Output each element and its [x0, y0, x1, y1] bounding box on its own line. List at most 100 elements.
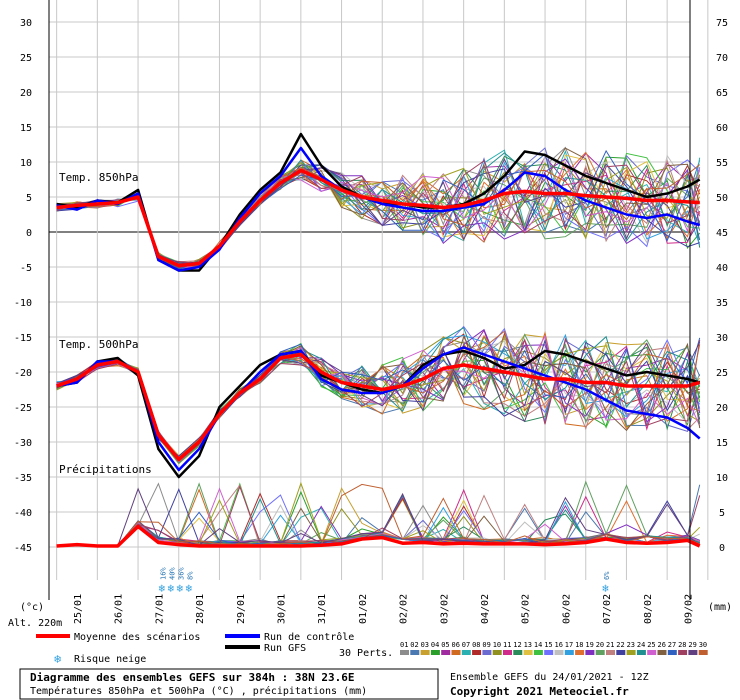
right-tick-label: 20: [716, 403, 728, 414]
right-tick-label: 55: [716, 158, 728, 169]
run-info: Ensemble GEFS du 24/01/2021 - 12Z: [450, 672, 649, 683]
pert-number: 10: [493, 641, 501, 649]
pert-color-swatch: [410, 650, 420, 655]
pert-color-swatch: [430, 650, 440, 655]
right-tick-label: 75: [716, 18, 728, 29]
pert-color-swatch: [482, 650, 492, 655]
left-tick-label: -40: [14, 508, 32, 519]
pert-color-swatch: [585, 650, 595, 655]
pert-number: 14: [534, 641, 542, 649]
x-tick-label: 07/02: [602, 594, 613, 624]
pert-number: 13: [524, 641, 532, 649]
pert-number: 15: [544, 641, 552, 649]
pert-number: 27: [668, 641, 676, 649]
pert-line-t850: [56, 158, 701, 267]
plot-frame: [48, 0, 691, 600]
pert-line-precip: [56, 487, 701, 547]
footer-title-box: [19, 668, 439, 700]
pert-number: 08: [472, 641, 480, 649]
left-tick-label: -20: [14, 368, 32, 379]
main-series-lines: [56, 132, 701, 548]
left-tick-label: 10: [20, 158, 32, 169]
right-tick-label: 35: [716, 298, 728, 309]
pert-color-swatch: [513, 650, 523, 655]
x-tick-label: 02/02: [399, 594, 410, 624]
x-tick-label: 28/01: [195, 594, 206, 624]
pert-color-swatch: [523, 650, 533, 655]
x-tick-label: 04/02: [480, 594, 491, 624]
pert-number: 06: [452, 641, 460, 649]
panel-label-t500: Temp. 500hPa: [59, 338, 138, 351]
right-tick-label: 10: [716, 473, 728, 484]
pert-color-swatch: [667, 650, 677, 655]
perturbation-color-legend: 01 02 03 04 05 06 07 08 09 10 11 12 13 14 15 16 17 18 19 20…: [400, 641, 708, 655]
x-tick-label: 31/01: [317, 594, 328, 624]
pert-color-swatch: [636, 650, 646, 655]
x-tick-label: 30/01: [277, 594, 288, 624]
pert-number: 01: [400, 641, 408, 649]
x-tick-label: 09/02: [684, 594, 695, 624]
legend-control-label: Run de contrôle: [264, 631, 354, 643]
pert-color-swatch: [595, 650, 605, 655]
pert-number: 02: [410, 641, 418, 649]
snow-risk-label: 6%: [603, 571, 611, 580]
snow-risk-label: 16%: [159, 567, 167, 580]
pert-number: 20: [596, 641, 604, 649]
pert-number: 07: [462, 641, 470, 649]
pert-color-swatch: [420, 650, 430, 655]
x-tick-label: 26/01: [114, 594, 125, 624]
pert-color-swatch: [688, 650, 698, 655]
legend-gfs-label: Run GFS: [264, 643, 306, 654]
pert-number: 05: [441, 641, 449, 649]
x-tick-label: 08/02: [643, 594, 654, 624]
snow-risk-label: 40%: [168, 567, 176, 580]
pert-color-swatch: [626, 650, 636, 655]
series-line-t500: [56, 346, 701, 472]
left-tick-label: -25: [14, 403, 32, 414]
series-line-t500: [56, 352, 701, 462]
left-tick-label: -10: [14, 298, 32, 309]
panel-label-t850: Temp. 850hPa: [59, 171, 138, 184]
snow-risk-markers: 16%❄40%❄36%❄8%❄6%❄: [158, 567, 611, 595]
pert-number: 26: [658, 641, 666, 649]
right-tick-label: 40: [716, 263, 728, 274]
right-tick-label: 15: [716, 438, 728, 449]
snow-risk-label: 8%: [186, 571, 194, 580]
pert-color-swatch: [647, 650, 657, 655]
pert-line-t500: [56, 334, 700, 465]
pert-number: 11: [503, 641, 511, 649]
pert-number: 03: [421, 641, 429, 649]
pert-color-swatch: [461, 650, 471, 655]
pert-number: 18: [575, 641, 583, 649]
pert-number: 28: [678, 641, 686, 649]
x-tick-label: 25/01: [73, 594, 84, 624]
pert-line-precip: [56, 483, 700, 547]
pert-number: 30: [699, 641, 707, 649]
pert-number: 22: [616, 641, 624, 649]
pert-color-swatch: [554, 650, 564, 655]
x-tick-label: 05/02: [521, 594, 532, 624]
right-tick-label: 30: [716, 333, 728, 344]
pert-color-swatch: [400, 650, 409, 655]
pert-number: 09: [482, 641, 490, 649]
left-tick-label: -5: [20, 263, 32, 274]
pert-color-swatch: [451, 650, 461, 655]
pert-color-swatch: [698, 650, 708, 655]
copyright: Copyright 2021 Meteociel.fr: [450, 685, 629, 698]
snowflake-icon: ❄: [54, 652, 61, 666]
chart-grid: [49, 0, 709, 580]
pert-number: 12: [513, 641, 521, 649]
snowflake-icon: ❄: [158, 582, 165, 595]
pert-color-swatch: [678, 650, 688, 655]
series-line-t850: [56, 146, 701, 272]
left-tick-label: -30: [14, 438, 32, 449]
right-tick-label: 45: [716, 228, 728, 239]
pert-color-swatch: [606, 650, 615, 655]
left-tick-label: -15: [14, 333, 32, 344]
series-line-precip: [56, 524, 701, 548]
snowflake-icon: ❄: [602, 582, 609, 595]
pert-color-swatch: [657, 650, 667, 655]
pert-color-swatch: [472, 650, 482, 655]
